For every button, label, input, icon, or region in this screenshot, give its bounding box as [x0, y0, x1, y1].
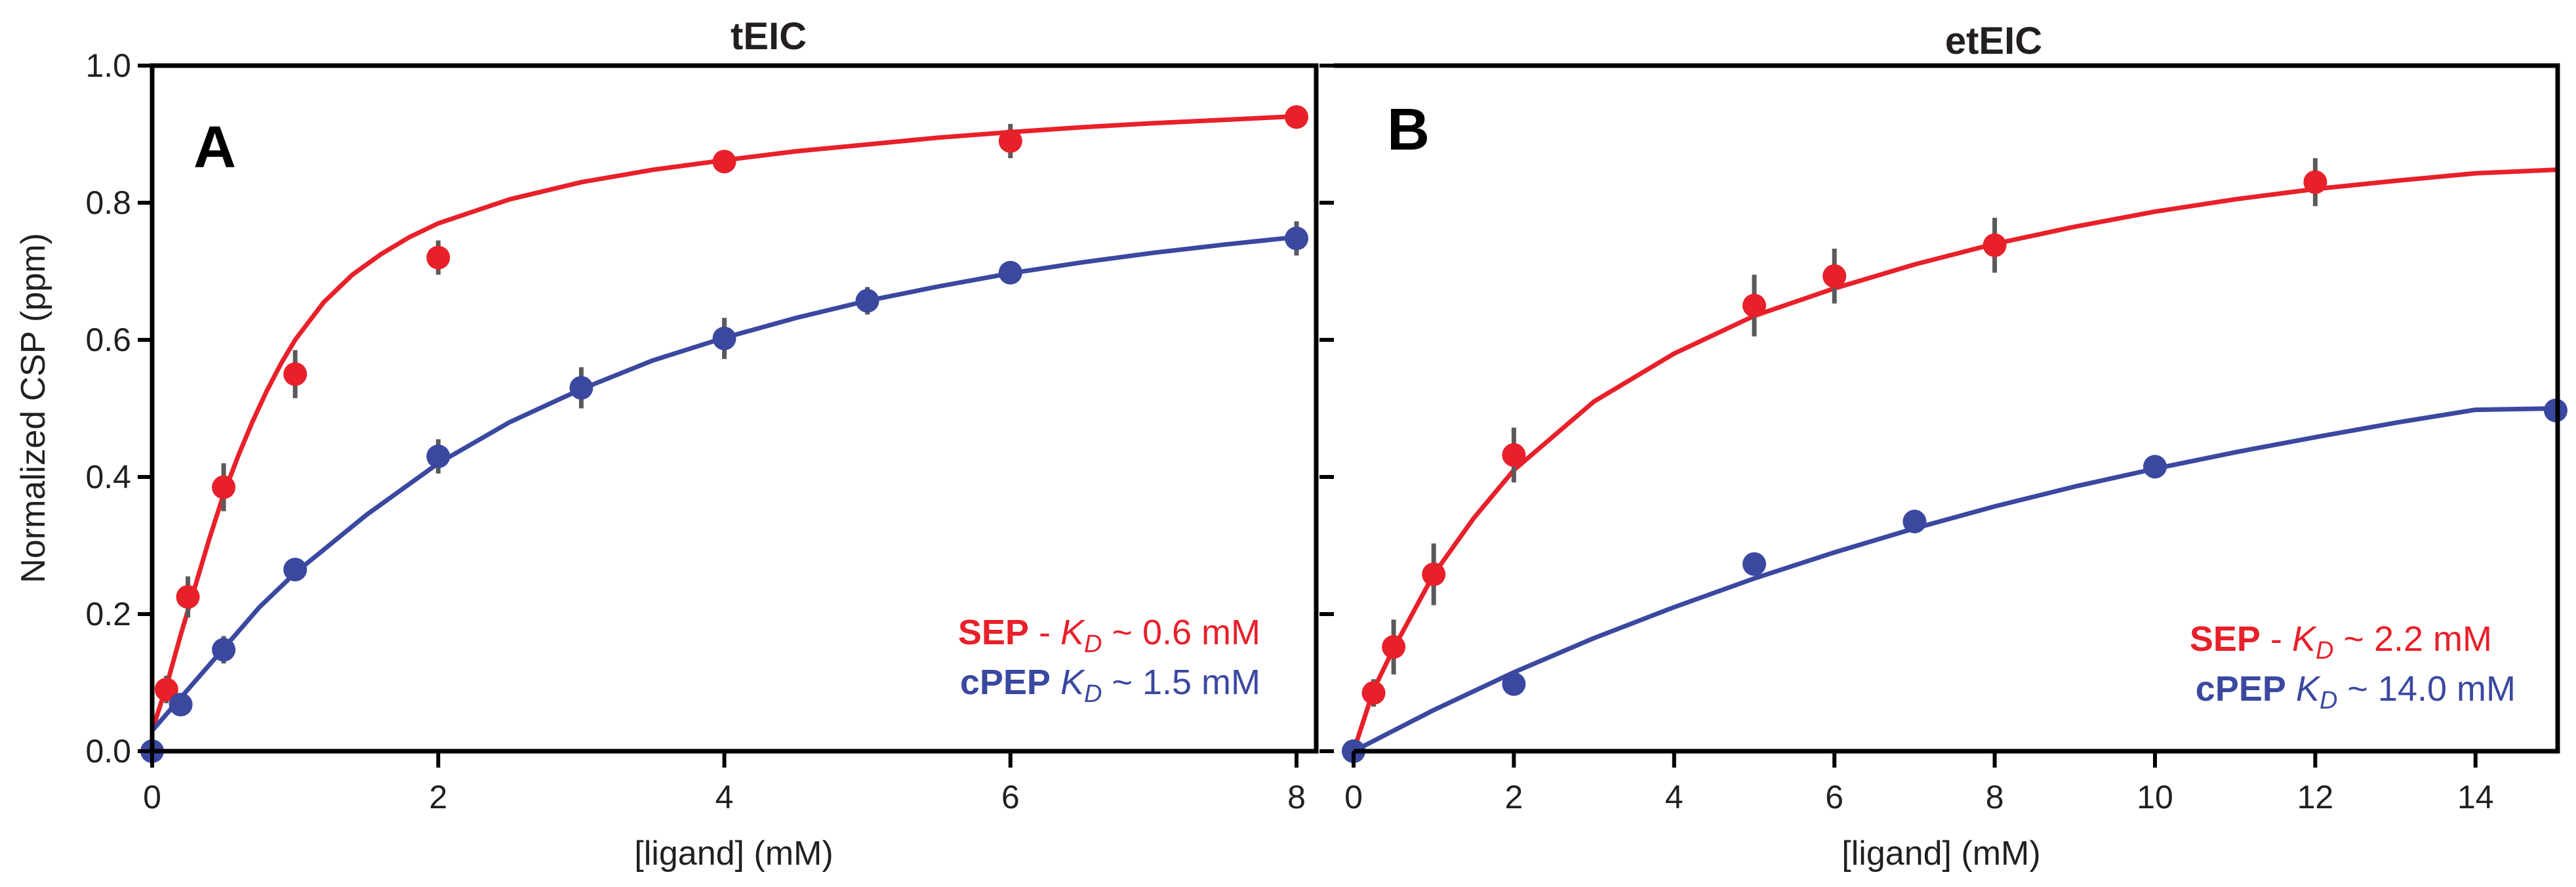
data-point-sep	[1285, 105, 1308, 129]
x-tick-label: 8	[1287, 779, 1306, 815]
panel-a-legend-sep: SEP - KD ~ 0.6 mM	[958, 613, 1260, 658]
fit-curve-sep	[150, 113, 1297, 732]
panel-a-marks	[140, 105, 1308, 763]
panel-a-letter: A	[193, 115, 236, 180]
panel-a-legend: SEP - KD ~ 0.6 mM cPEP KD ~ 1.5 mM	[958, 613, 1260, 708]
data-point-sep	[1361, 681, 1386, 705]
panel-b-title: etEIC	[1945, 20, 2042, 62]
legend-separator	[2286, 669, 2296, 709]
data-point-cpep	[169, 692, 193, 716]
x-tick-label: 0	[1344, 779, 1363, 815]
data-point-sep	[712, 150, 736, 174]
y-tick-label: 0.0	[85, 733, 131, 770]
panel-b-letter: B	[1387, 97, 1430, 163]
legend-kd-subscript: D	[1084, 680, 1102, 708]
legend-kd-subscript: D	[2316, 637, 2333, 665]
data-point-sep	[283, 362, 308, 386]
legend-kd-subscript: D	[2320, 687, 2337, 714]
data-point-cpep	[855, 289, 879, 313]
x-tick-label: 4	[715, 779, 734, 815]
data-point-cpep	[1742, 552, 1766, 576]
legend-kd-symbol: K	[1060, 663, 1085, 702]
y-tick-label: 1.0	[85, 47, 131, 84]
legend-kd-symbol: K	[2292, 619, 2317, 659]
data-point-sep	[1822, 264, 1847, 288]
legend-series-name: SEP	[958, 613, 1029, 652]
panel-a-axes: 0 2 4 6 8 0.0 0.2 0.4 0.6 0.8 1.0	[85, 47, 1305, 815]
data-point-cpep	[1502, 672, 1526, 696]
legend-kd-value: ~ 14.0 mM	[2337, 669, 2516, 709]
x-tick-label: 10	[2137, 779, 2173, 815]
data-point-sep	[2303, 170, 2327, 194]
legend-series-name: SEP	[2190, 619, 2261, 659]
data-point-cpep	[1902, 509, 1927, 533]
data-point-cpep	[569, 376, 594, 400]
data-point-sep	[1982, 233, 2007, 257]
panel-b-legend-sep: SEP - KD ~ 2.2 mM	[2190, 619, 2492, 665]
data-point-cpep	[426, 444, 451, 468]
legend-kd-symbol: K	[2296, 669, 2321, 709]
data-point-cpep	[212, 638, 236, 662]
legend-separator: -	[1029, 613, 1060, 652]
y-tick-label: 0.4	[85, 459, 131, 495]
data-point-cpep	[1285, 226, 1308, 251]
data-point-cpep	[712, 326, 736, 350]
fit-curve-cpep	[1352, 406, 2556, 754]
y-tick-label: 0.6	[85, 321, 131, 358]
data-point-cpep	[2143, 455, 2167, 479]
panel-a: tEIC 0 2 4 6 8 0.0 0.2 0.4 0.6 0.8 1.0 A [ligand] …	[14, 15, 1319, 873]
x-tick-label: 6	[1825, 779, 1843, 815]
legend-separator: -	[2261, 619, 2292, 659]
data-point-cpep	[283, 558, 308, 582]
data-point-sep	[1382, 635, 1406, 659]
y-tick-label: 0.8	[85, 184, 131, 221]
panel-b: etEIC 0 2 4 6 8 10 12 14 B [ligand] (mM) SEP - …	[1319, 20, 2567, 873]
legend-kd-value: ~ 0.6 mM	[1102, 613, 1260, 652]
data-point-sep	[154, 677, 178, 701]
panel-a-legend-cpep: cPEP KD ~ 1.5 mM	[960, 663, 1260, 708]
x-tick-label: 12	[2297, 779, 2334, 815]
y-tick-label: 0.2	[85, 596, 131, 632]
x-tick-label: 6	[1001, 779, 1020, 815]
panel-a-frame	[150, 63, 1319, 754]
data-point-sep	[1742, 293, 1766, 318]
legend-kd-value: ~ 2.2 mM	[2333, 619, 2492, 659]
panel-b-frame	[1334, 63, 2560, 754]
data-point-sep	[1502, 443, 1526, 467]
panel-a-title: tEIC	[731, 15, 807, 58]
x-tick-label: 14	[2457, 779, 2494, 815]
legend-series-name: cPEP	[2196, 669, 2286, 709]
panel-b-legend-cpep: cPEP KD ~ 14.0 mM	[2196, 669, 2516, 714]
data-point-sep	[176, 585, 200, 609]
x-tick-label: 2	[429, 779, 447, 815]
x-tick-label: 2	[1504, 779, 1523, 815]
x-tick-label: 8	[1986, 779, 2004, 815]
x-tick-label: 0	[143, 779, 161, 815]
fit-curve-cpep	[150, 234, 1297, 732]
panel-b-legend: SEP - KD ~ 2.2 mM cPEP KD ~ 14.0 mM	[2190, 619, 2516, 714]
data-point-sep	[1422, 562, 1446, 587]
legend-separator	[1051, 663, 1060, 702]
panel-a-y-axis-title: Normalized CSP (ppm)	[14, 233, 52, 583]
legend-series-name: cPEP	[960, 663, 1051, 702]
data-point-sep	[212, 475, 236, 499]
x-tick-label: 4	[1665, 779, 1683, 815]
legend-kd-value: ~ 1.5 mM	[1102, 663, 1260, 702]
panel-b-x-axis-title: [ligand] (mM)	[1841, 835, 2040, 873]
panel-a-x-axis-title: [ligand] (mM)	[634, 835, 833, 873]
legend-kd-subscript: D	[1084, 630, 1102, 658]
data-point-sep	[426, 245, 451, 270]
data-point-cpep	[998, 260, 1022, 285]
legend-kd-symbol: K	[1060, 613, 1085, 652]
data-point-sep	[998, 129, 1022, 153]
panel-b-axes: 0 2 4 6 8 10 12 14	[1319, 64, 2494, 815]
